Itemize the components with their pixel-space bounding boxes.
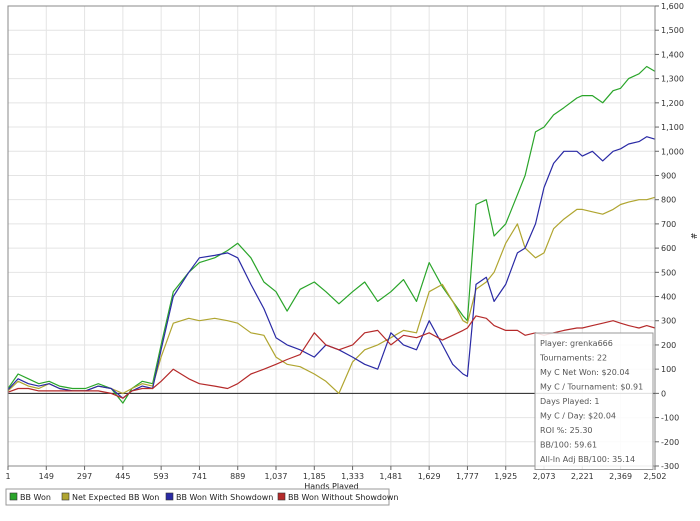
stats-line: Days Played: 1 [540, 397, 600, 406]
y-tick-label: 200 [661, 341, 676, 350]
legend-frame [5, 488, 390, 506]
x-tick-label: 297 [77, 472, 92, 481]
legend-label: BB Won [20, 493, 51, 502]
x-tick-label: 149 [39, 472, 54, 481]
stats-line: Player: grenka666 [540, 339, 613, 348]
x-tick-label: 741 [192, 472, 207, 481]
stats-lines: Player: grenka666 Tournaments: 22 My C Net… [539, 339, 643, 464]
stats-line: My C / Tournament: $0.91 [540, 383, 643, 392]
x-tick-label: 2,502 [644, 472, 667, 481]
x-tick-label: 1,037 [265, 472, 288, 481]
stats-line: Tournaments: 22 [539, 354, 607, 363]
series-layer [7, 65, 656, 404]
legend-swatch [277, 492, 286, 501]
series-line-3 [7, 315, 656, 399]
stats-box-background [534, 332, 654, 470]
series-line-1 [7, 196, 656, 394]
y-tick-label: -300 [661, 462, 679, 471]
legend-swatch [61, 492, 70, 501]
y-tick-label: 1,200 [661, 99, 684, 108]
x-tick-label: 889 [230, 472, 245, 481]
y-tick-label: 600 [661, 244, 676, 253]
y-tick-label: 1,300 [661, 75, 684, 84]
x-tick-label: 1,481 [379, 472, 402, 481]
series-line-2 [7, 136, 656, 399]
stats-line: All-In Adj BB/100: 35.14 [540, 455, 635, 464]
x-tick-label: 1 [5, 472, 10, 481]
series-line-0 [7, 65, 656, 404]
x-tick-label: 1,925 [494, 472, 517, 481]
y-tick-label: 800 [661, 196, 676, 205]
y-tick-label: 1,000 [661, 147, 684, 156]
x-tick-label: 1,777 [456, 472, 479, 481]
stats-line: BB/100: 59.61 [540, 441, 597, 450]
stats-box: Player: grenka666 Tournaments: 22 My C Net… [534, 332, 654, 470]
legend: BB Won Net Expected BB Won BB Won With Sho… [5, 488, 398, 506]
y-tick-label: 100 [661, 365, 676, 374]
stats-line: My C Net Won: $20.04 [540, 368, 630, 377]
y-tick-label: 900 [661, 171, 676, 180]
y-tick-label: 300 [661, 317, 676, 326]
y-tick-label: 700 [661, 220, 676, 229]
plot-frame [7, 5, 656, 467]
x-tick-label: 445 [115, 472, 130, 481]
x-tick-label: 1,185 [303, 472, 326, 481]
legend-label: BB Won With Showdown [176, 493, 273, 502]
y-axis-ticks: -300 -200 -100 0 100 200 300 400 500 600 700 800 900… [655, 2, 684, 471]
legend-label: Net Expected BB Won [72, 493, 159, 502]
x-tick-label: 1,629 [418, 472, 441, 481]
y-tick-label: 1,500 [661, 26, 684, 35]
x-tick-label: 1,333 [341, 472, 364, 481]
x-tick-label: 2,073 [533, 472, 556, 481]
stats-line: My C / Day: $20.04 [540, 412, 616, 421]
legend-swatch [9, 492, 18, 501]
y-axis-title: # [689, 233, 698, 240]
y-tick-label: 1,400 [661, 50, 684, 59]
x-axis-title: Hands Played [304, 482, 358, 491]
y-tick-label: -100 [661, 414, 679, 423]
x-tick-label: 2,369 [609, 472, 632, 481]
y-tick-label: 1,100 [661, 123, 684, 132]
x-tick-label: 593 [154, 472, 169, 481]
y-tick-label: -200 [661, 438, 679, 447]
x-axis-ticks: 1 149 297 445 593 741 889 1,037 1,185 1,333 1,481 1… [5, 466, 666, 481]
legend-label: BB Won Without Showdown [288, 493, 398, 502]
legend-swatch [165, 492, 174, 501]
y-tick-label: 400 [661, 293, 676, 302]
y-tick-label: 500 [661, 268, 676, 277]
stats-line: ROI %: 25.30 [540, 426, 593, 435]
y-tick-label: 1,600 [661, 2, 684, 11]
y-tick-label: 0 [661, 389, 666, 398]
x-tick-label: 2,221 [571, 472, 594, 481]
